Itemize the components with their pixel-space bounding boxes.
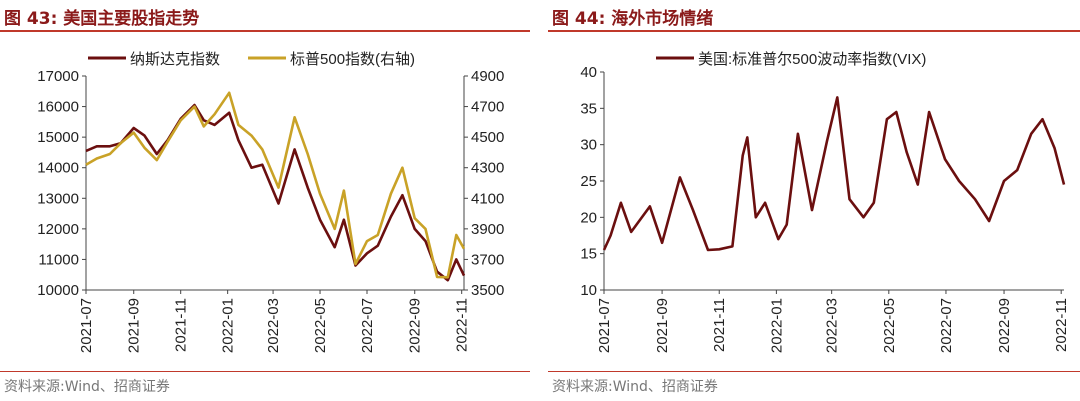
y-tick-label: 16000 — [37, 99, 79, 116]
y-tick-label: 17000 — [37, 68, 79, 85]
x-tick-label: 2022-03 — [265, 298, 282, 353]
x-tick-label: 2022-07 — [359, 298, 376, 353]
indices-chart: 10000 11000 12000 13000 14000 15000 16000 17000… — [37, 51, 504, 353]
y-tick-label: 35 — [580, 100, 597, 117]
y-tick-label: 20 — [580, 209, 597, 226]
y-tick-label: 13000 — [37, 190, 79, 207]
y2-tick-label: 3500 — [471, 282, 504, 299]
y2-tick-label: 4700 — [471, 99, 504, 116]
y-tick-label: 15 — [580, 246, 597, 263]
chart-panel-vix: 图 44: 海外市场情绪 10 15 20 25 30 35 40 2021-07 2021-0… — [548, 0, 1080, 401]
vix-chart: 10 15 20 25 30 35 40 2021-07 2021-09 2021-11 2022-… — [580, 51, 1070, 353]
x-tick-label: 2021-07 — [596, 298, 613, 353]
legend-label: 美国:标准普尔500波动率指数(VIX) — [698, 51, 926, 68]
x-tick-label: 2022-09 — [407, 298, 424, 353]
footer-rule — [548, 371, 1080, 372]
source-note: 资料来源:Wind、招商证券 — [552, 379, 718, 395]
source-note: 资料来源:Wind、招商证券 — [4, 379, 170, 395]
x-tick-label: 2022-03 — [824, 298, 841, 353]
y2-tick-label: 4100 — [471, 190, 504, 207]
y-tick-label: 10000 — [37, 282, 79, 299]
x-tick-label: 2022-05 — [312, 298, 329, 353]
x-tick-label: 2022-01 — [768, 298, 785, 353]
series-line — [85, 91, 466, 279]
footer-rule — [0, 371, 530, 372]
y2-tick-label: 3700 — [471, 251, 504, 268]
series-line — [602, 96, 1066, 252]
y2-tick-label: 4900 — [471, 68, 504, 85]
x-tick-label: 2022-01 — [220, 298, 237, 353]
figure-title: 图 43: 美国主要股指走势 — [4, 9, 200, 29]
y-tick-label: 11000 — [38, 251, 79, 268]
x-tick-label: 2021-11 — [173, 298, 190, 352]
y-tick-label: 10 — [580, 282, 597, 299]
y-tick-label: 14000 — [37, 160, 79, 177]
x-tick-label: 2022-09 — [996, 298, 1013, 353]
figure-title: 图 44: 海外市场情绪 — [552, 9, 714, 29]
y-tick-label: 30 — [580, 137, 597, 154]
y2-tick-label: 4500 — [471, 129, 504, 146]
x-tick-label: 2021-09 — [126, 298, 143, 353]
y-tick-label: 12000 — [37, 221, 79, 238]
y2-tick-label: 4300 — [471, 160, 504, 177]
legend-label: 标普500指数(右轴) — [290, 51, 415, 68]
x-tick-label: 2022-05 — [881, 298, 898, 353]
y2-tick-label: 3900 — [471, 221, 504, 238]
x-tick-label: 2022-07 — [938, 298, 955, 353]
chart-panel-us-indices: 图 43: 美国主要股指走势 10000 11000 12000 13000 14000… — [0, 0, 530, 401]
title-rule — [548, 30, 1080, 32]
legend-label: 纳斯达克指数 — [130, 51, 220, 68]
y-tick-label: 15000 — [37, 129, 79, 146]
x-tick-label: 2021-09 — [654, 298, 671, 353]
y-tick-label: 25 — [580, 173, 597, 190]
x-tick-label: 2022-11 — [454, 298, 471, 352]
x-tick-label: 2021-07 — [78, 298, 95, 353]
x-tick-label: 2021-11 — [711, 298, 728, 352]
x-tick-label: 2022-11 — [1053, 298, 1070, 352]
series-line — [85, 103, 466, 282]
y-tick-label: 40 — [580, 64, 597, 81]
title-rule — [0, 30, 530, 32]
